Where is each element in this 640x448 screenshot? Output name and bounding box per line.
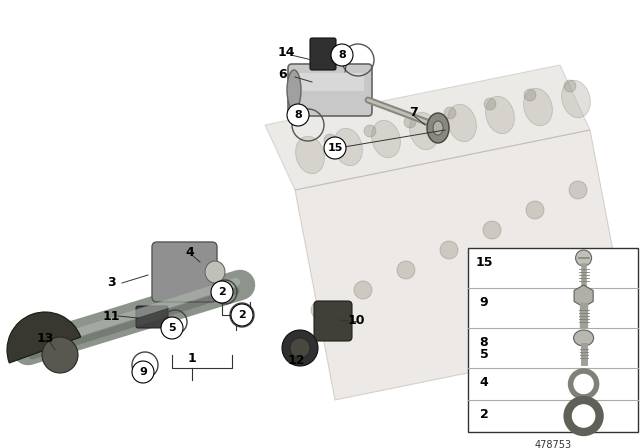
Circle shape	[324, 137, 346, 159]
Circle shape	[282, 330, 318, 366]
Circle shape	[404, 116, 416, 128]
Wedge shape	[7, 312, 81, 363]
Text: 2: 2	[238, 310, 246, 320]
Circle shape	[161, 317, 183, 339]
FancyBboxPatch shape	[296, 73, 364, 91]
Ellipse shape	[524, 88, 552, 126]
Text: 11: 11	[102, 310, 120, 323]
Text: 9: 9	[480, 296, 488, 309]
FancyBboxPatch shape	[152, 242, 217, 302]
Circle shape	[484, 98, 496, 110]
Circle shape	[364, 125, 376, 137]
Circle shape	[132, 361, 154, 383]
Ellipse shape	[433, 121, 443, 135]
Circle shape	[211, 281, 233, 303]
Text: 1: 1	[188, 352, 196, 365]
Text: 12: 12	[287, 353, 305, 366]
FancyBboxPatch shape	[310, 38, 336, 70]
Text: 15: 15	[327, 143, 342, 153]
Text: 8: 8	[338, 50, 346, 60]
Text: 2: 2	[218, 287, 226, 297]
Circle shape	[526, 201, 544, 219]
Text: 478753: 478753	[534, 440, 572, 448]
Ellipse shape	[296, 136, 324, 174]
Ellipse shape	[333, 128, 362, 166]
Circle shape	[42, 337, 78, 373]
Circle shape	[569, 181, 587, 199]
Circle shape	[311, 301, 329, 319]
FancyBboxPatch shape	[468, 248, 638, 432]
Circle shape	[524, 89, 536, 101]
Circle shape	[290, 338, 310, 358]
Circle shape	[354, 281, 372, 299]
Text: 9: 9	[139, 367, 147, 377]
Circle shape	[397, 261, 415, 279]
Text: 3: 3	[108, 276, 116, 289]
Polygon shape	[295, 130, 630, 400]
FancyBboxPatch shape	[136, 306, 168, 328]
Text: 13: 13	[36, 332, 54, 345]
Ellipse shape	[562, 80, 590, 118]
Circle shape	[331, 44, 353, 66]
Ellipse shape	[486, 96, 515, 134]
Ellipse shape	[447, 104, 476, 142]
Circle shape	[324, 134, 336, 146]
Polygon shape	[265, 65, 590, 190]
Ellipse shape	[372, 121, 401, 158]
Text: 4: 4	[186, 246, 195, 259]
Text: 5: 5	[168, 323, 176, 333]
Ellipse shape	[287, 70, 301, 110]
Text: 4: 4	[479, 375, 488, 388]
Ellipse shape	[573, 330, 594, 346]
Circle shape	[231, 304, 253, 326]
FancyBboxPatch shape	[288, 64, 372, 116]
Text: 2: 2	[479, 408, 488, 421]
Circle shape	[483, 221, 501, 239]
Text: 15: 15	[476, 255, 493, 268]
Circle shape	[564, 80, 576, 92]
Text: 5: 5	[479, 348, 488, 361]
Polygon shape	[574, 285, 593, 307]
Ellipse shape	[205, 261, 225, 283]
Circle shape	[440, 241, 458, 259]
Text: 8: 8	[294, 110, 302, 120]
Text: 10: 10	[348, 314, 365, 327]
Ellipse shape	[410, 112, 438, 150]
Circle shape	[287, 104, 309, 126]
FancyBboxPatch shape	[314, 301, 352, 341]
Circle shape	[575, 250, 591, 266]
Circle shape	[444, 107, 456, 119]
Text: 14: 14	[277, 47, 295, 60]
Ellipse shape	[427, 113, 449, 143]
Text: 6: 6	[278, 68, 287, 81]
Text: 7: 7	[408, 107, 417, 120]
Text: 8: 8	[480, 336, 488, 349]
